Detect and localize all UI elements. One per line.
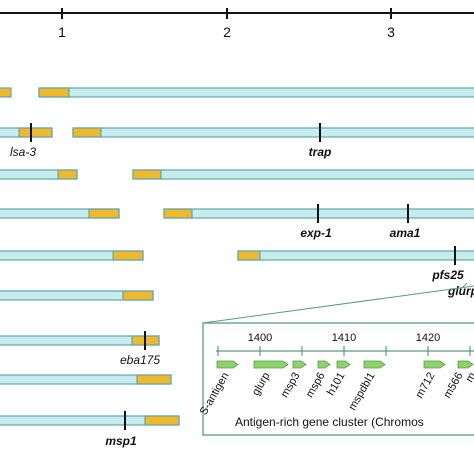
gene-cluster-inset: 1400 1410 1420 S-antigen glurp msp3 msp6… bbox=[198, 322, 474, 436]
telomere-segment bbox=[18, 127, 53, 138]
inset-position-label: 1410 bbox=[332, 332, 356, 344]
zoom-connector bbox=[202, 282, 474, 324]
gene-markers bbox=[30, 123, 456, 430]
gene-label-glurp: glurp bbox=[447, 284, 474, 298]
gene-arrow-m712 bbox=[423, 360, 446, 369]
inset-caption: Antigen-rich gene cluster (Chromos bbox=[235, 415, 424, 429]
chromosome-bar bbox=[237, 250, 474, 261]
gene-arrow-msp3 bbox=[292, 360, 307, 369]
gene-arrow-m566 bbox=[457, 360, 474, 369]
telomere-segment bbox=[112, 250, 144, 261]
gene-label-trap: trap bbox=[309, 145, 332, 159]
gene-labels: lsa-3 trap exp-1 ama1 pfs25 glurp eba175… bbox=[10, 145, 474, 448]
gene-arrow-mspdbl1 bbox=[363, 360, 386, 369]
telomere-segment bbox=[38, 87, 70, 98]
gene-label-pfs25: pfs25 bbox=[431, 268, 464, 282]
chromosome-bar bbox=[132, 169, 474, 180]
inset-position-label: 1420 bbox=[416, 332, 440, 344]
inset-frame bbox=[202, 322, 474, 436]
gene-arrow-msp6 bbox=[317, 360, 331, 369]
telomere-segment bbox=[163, 208, 193, 219]
chromosomes bbox=[0, 87, 474, 426]
scale-tick-label: 2 bbox=[223, 24, 231, 40]
chromosome-bar bbox=[38, 87, 474, 98]
telomere-segment bbox=[0, 87, 12, 98]
gene-label-eba175: eba175 bbox=[120, 353, 160, 367]
inset-position-label: 1400 bbox=[248, 332, 272, 344]
telomere-segment bbox=[237, 250, 261, 261]
telomere-segment bbox=[144, 415, 180, 426]
telomere-segment bbox=[57, 169, 78, 180]
inset-gene-name: m bbox=[464, 371, 474, 385]
gene-arrow-glurp bbox=[253, 360, 289, 369]
gene-label-exp1: exp-1 bbox=[300, 226, 332, 240]
scale-axis: 1 2 3 bbox=[0, 8, 474, 40]
gene-arrow-h101 bbox=[336, 360, 351, 369]
telomere-segment bbox=[122, 290, 154, 301]
telomere-segment bbox=[136, 374, 172, 385]
zoom-line bbox=[202, 285, 474, 324]
gene-label-lsa3: lsa-3 bbox=[10, 145, 36, 159]
gene-label-msp1: msp1 bbox=[105, 434, 137, 448]
scale-tick-label: 3 bbox=[387, 24, 395, 40]
telomere-segment bbox=[88, 208, 120, 219]
zoom-line-small bbox=[461, 282, 468, 289]
gene-arrow-s-antigen bbox=[216, 360, 239, 369]
scale-tick-label: 1 bbox=[58, 24, 66, 40]
chromosome-bar bbox=[72, 127, 474, 138]
telomere-segment bbox=[132, 169, 162, 180]
gene-label-ama1: ama1 bbox=[390, 226, 421, 240]
telomere-segment bbox=[72, 127, 102, 138]
gene-arrows bbox=[216, 360, 474, 369]
